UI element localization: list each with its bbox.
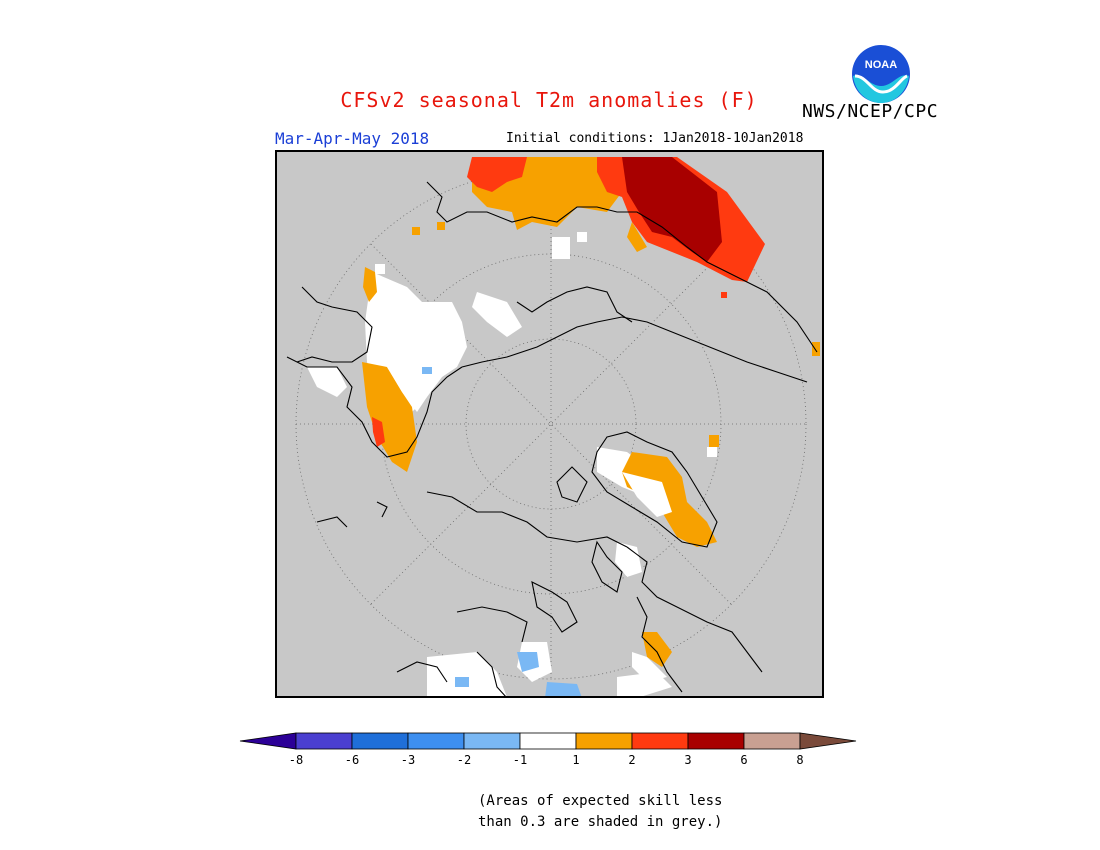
map-title-text: CFSv2 seasonal T2m anomalies (F) <box>340 88 758 112</box>
anomaly-region-white-alaska <box>307 367 347 397</box>
legend-tick-label: -3 <box>400 753 416 767</box>
anomaly-region-orange-canada <box>362 362 417 472</box>
anomaly-region-orange-lower <box>642 632 672 667</box>
anomaly-region-orange-greenland <box>363 267 377 302</box>
skill-caption-line2: than 0.3 are shaded in grey.) <box>478 814 723 830</box>
agency-label: NWS/NCEP/CPC <box>802 101 939 122</box>
anomaly-cell <box>437 222 445 230</box>
skill-caption: (Areas of expected skill less than 0.3 a… <box>478 791 722 833</box>
legend-swatch <box>463 732 521 750</box>
skill-caption-line1: (Areas of expected skill less <box>478 793 723 809</box>
legend-arrow-low <box>239 732 297 750</box>
anomaly-region-blue-bottom3 <box>455 677 469 687</box>
anomaly-cell <box>412 227 420 235</box>
anomaly-region-white-canada <box>387 367 427 412</box>
legend-swatch <box>519 732 577 750</box>
legend-swatch <box>743 732 801 750</box>
legend-tick-label: 2 <box>628 753 636 767</box>
anomaly-region-white-bottom <box>427 652 507 696</box>
anomaly-shading <box>307 157 820 696</box>
legend-swatch <box>687 732 745 750</box>
coastlines <box>286 181 818 696</box>
anomaly-region-white-bottom3 <box>617 672 672 696</box>
initial-conditions-label: Initial conditions: 1Jan2018-10Jan2018 <box>506 131 804 146</box>
legend-tick-label: 6 <box>740 753 748 767</box>
legend-tick-label: 8 <box>796 753 804 767</box>
anomaly-region-orange-scandinavia <box>622 452 717 547</box>
anomaly-region-white-arctic <box>472 292 522 337</box>
anomaly-cell <box>375 264 385 274</box>
anomaly-cell <box>552 237 570 259</box>
legend-arrow-high <box>799 732 857 750</box>
polar-map-canvas <box>286 157 820 696</box>
legend-tick-label: -6 <box>344 753 360 767</box>
anomaly-region-orange-small <box>627 222 647 252</box>
anomaly-cell <box>812 342 820 356</box>
legend-swatch <box>351 732 409 750</box>
anomaly-cell <box>721 292 727 298</box>
legend-swatch <box>295 732 353 750</box>
anomaly-region-blue-bottom <box>517 652 539 672</box>
legend-swatch <box>631 732 689 750</box>
legend-swatch <box>575 732 633 750</box>
noaa-logo-text: NOAA <box>865 59 897 71</box>
legend-tick-label: -2 <box>456 753 472 767</box>
noaa-logo-icon: NOAA <box>850 43 912 105</box>
anomaly-region-blue-canada <box>422 367 432 374</box>
legend-tick-label: -1 <box>512 753 528 767</box>
anomaly-region-blue-bottom2 <box>545 682 582 696</box>
anomaly-region-red-north <box>467 157 527 192</box>
polar-map <box>275 150 824 698</box>
legend-tick-label: 3 <box>684 753 692 767</box>
legend-tick-label: -8 <box>288 753 304 767</box>
anomaly-cell <box>577 232 587 242</box>
anomaly-cell <box>707 447 717 457</box>
map-title: CFSv2 seasonal T2m anomalies (F) <box>0 88 1100 112</box>
anomaly-region-darkred <box>622 157 722 262</box>
anomaly-cell <box>709 435 719 447</box>
season-label: Mar-Apr-May 2018 <box>275 129 430 148</box>
anomaly-region-red-canada <box>372 417 385 447</box>
anomaly-region-white-scand2 <box>622 472 672 517</box>
legend-tick-label: 1 <box>572 753 580 767</box>
color-legend <box>239 732 857 750</box>
legend-swatch <box>407 732 465 750</box>
anomaly-region-white-lower <box>615 542 642 577</box>
